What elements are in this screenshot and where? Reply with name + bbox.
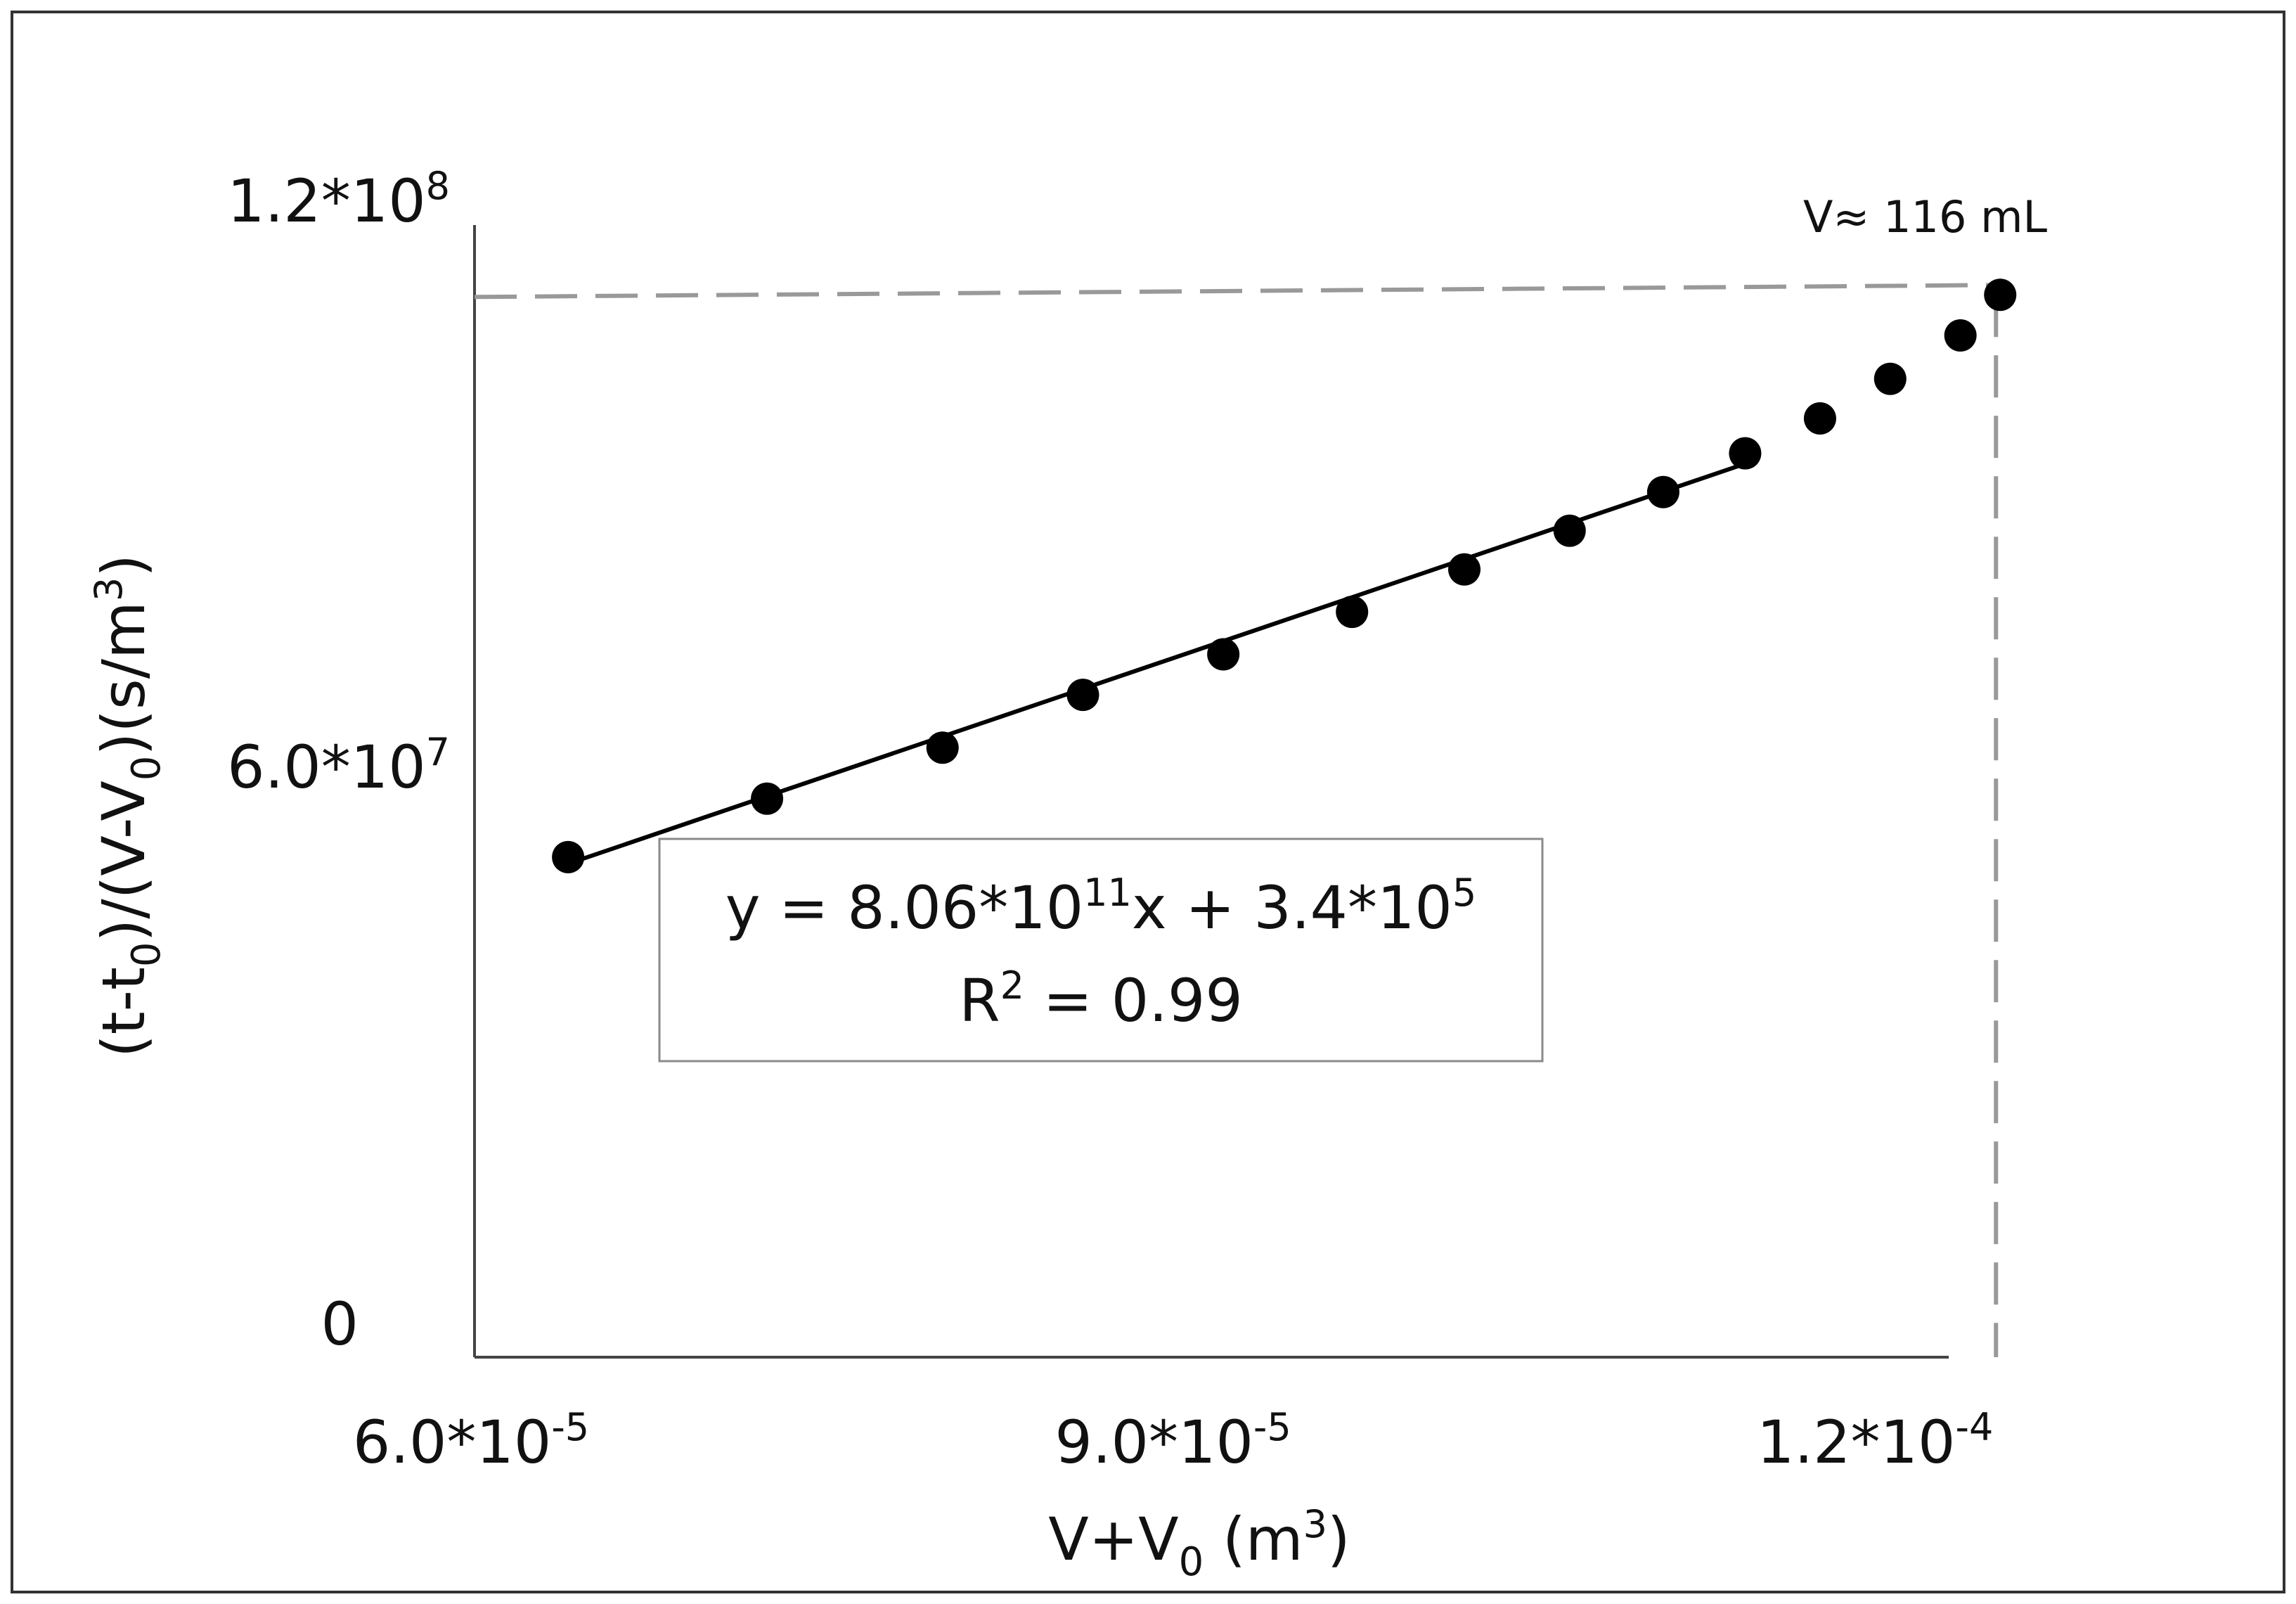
axes bbox=[473, 225, 1949, 1359]
data-point bbox=[1066, 679, 1099, 712]
x-tick-label: 1.2*10-4 bbox=[1757, 1405, 1993, 1477]
data-point bbox=[926, 731, 959, 764]
data-point bbox=[1336, 596, 1369, 629]
data-point bbox=[1984, 278, 2017, 312]
y-tick-label: 0 bbox=[321, 1290, 359, 1359]
x-axis-label: V+V0 (m3) bbox=[1048, 1502, 1350, 1585]
data-point bbox=[1207, 638, 1240, 671]
equation-box-border bbox=[658, 838, 1544, 1063]
data-point bbox=[751, 782, 784, 815]
data-point bbox=[1447, 553, 1481, 586]
data-point bbox=[1873, 362, 1907, 395]
data-point bbox=[552, 840, 585, 873]
equation-box: y = 8.06*1011x + 3.4*105 R2 = 0.99 bbox=[658, 838, 1544, 1063]
x-tick-label: 9.0*10-5 bbox=[1055, 1405, 1291, 1477]
data-point bbox=[1729, 437, 1762, 470]
data-points bbox=[552, 278, 2017, 873]
y-tick-label: 6.0*107 bbox=[227, 730, 450, 802]
data-point bbox=[1803, 402, 1836, 435]
y-axis-label: (t-t0)/(V-V0)(s/m3) bbox=[86, 554, 169, 1058]
trendline-equation: y = 8.06*1011x + 3.4*105 bbox=[725, 871, 1476, 942]
chart-frame bbox=[11, 11, 2285, 1593]
tick-labels: 6.0*10-5 9.0*10-5 1.2*10-4 0 6.0*107 1.2*108 bbox=[227, 164, 1993, 1477]
reference-horizontal-dashed-line bbox=[474, 283, 2001, 300]
r-squared-label: R2 = 0.99 bbox=[959, 963, 1243, 1035]
data-point bbox=[1553, 514, 1586, 547]
data-point bbox=[1646, 475, 1679, 508]
x-tick-label: 6.0*10-5 bbox=[353, 1405, 589, 1477]
reference-annotation: V≈ 116 mL bbox=[1803, 191, 2048, 243]
data-point bbox=[1944, 319, 1977, 352]
y-tick-label: 1.2*108 bbox=[227, 164, 450, 236]
reference-lines bbox=[474, 283, 2001, 1357]
